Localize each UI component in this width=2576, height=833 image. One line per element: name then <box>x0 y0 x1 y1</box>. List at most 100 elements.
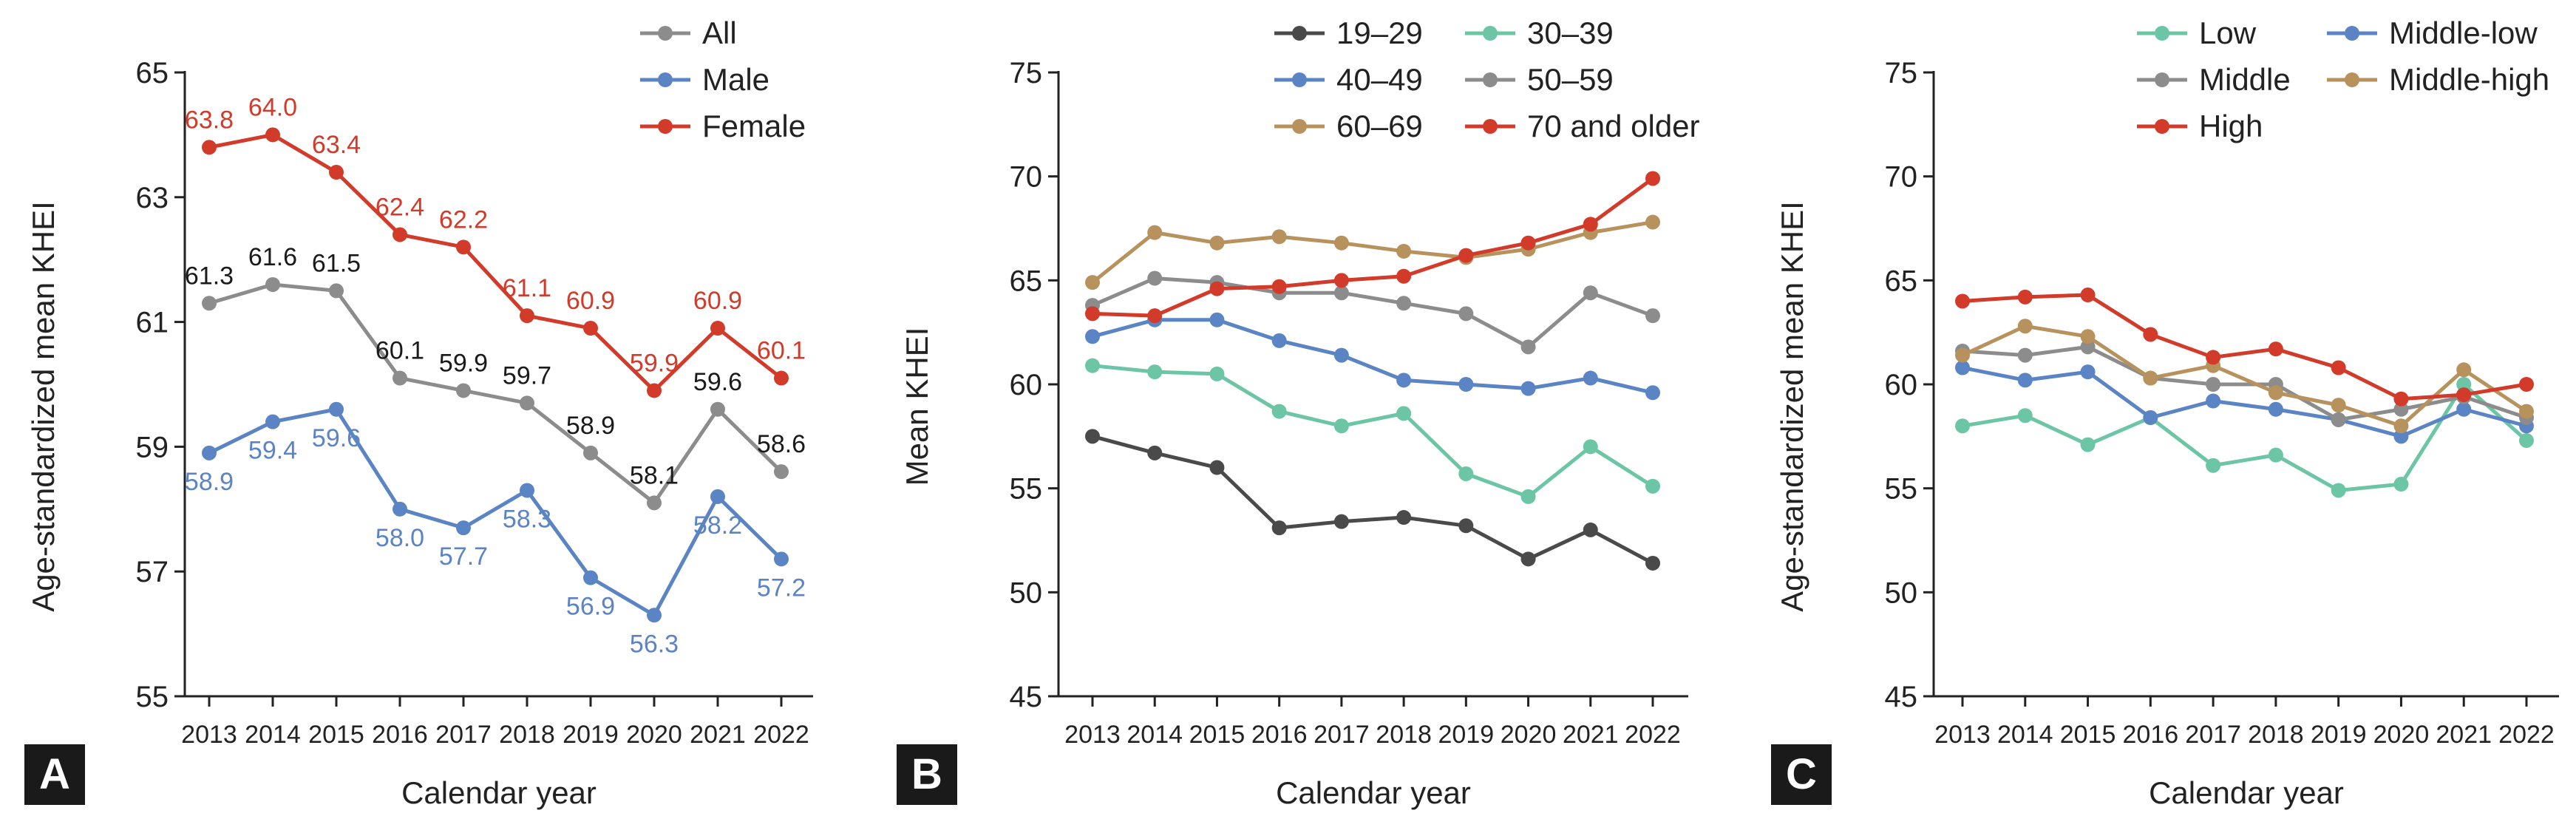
legend-label: Low <box>2199 16 2257 50</box>
data-label: 60.1 <box>375 337 424 365</box>
data-point <box>265 276 280 292</box>
legend-label: Middle-low <box>2389 16 2538 50</box>
x-tick-label: 2016 <box>372 721 428 749</box>
data-point <box>1458 377 1474 392</box>
legend-label: 50–59 <box>1527 62 1614 97</box>
series-line <box>1962 344 2527 422</box>
data-point <box>774 464 789 480</box>
data-label: 59.9 <box>439 349 488 377</box>
y-tick-label: 63 <box>136 182 169 214</box>
data-point <box>1520 381 1536 396</box>
panel-tag-box <box>24 744 85 805</box>
y-axis-title: Age-standardized mean KHEI <box>1775 201 1809 612</box>
data-point <box>1520 489 1536 504</box>
data-point <box>2393 418 2409 434</box>
data-point <box>2268 341 2283 357</box>
data-point <box>710 321 725 336</box>
legend-label: 40–49 <box>1336 62 1423 97</box>
data-point <box>647 495 662 511</box>
data-point <box>202 445 217 460</box>
data-point <box>2519 432 2534 448</box>
data-point <box>1520 235 1536 251</box>
y-tick-label: 61 <box>136 307 169 339</box>
data-label: 58.9 <box>185 468 234 496</box>
legend-label: High <box>2199 109 2263 143</box>
data-label: 61.6 <box>248 243 297 271</box>
data-point <box>1645 385 1660 401</box>
x-tick-label: 2014 <box>245 721 301 749</box>
x-tick-label: 2018 <box>499 721 555 749</box>
data-point <box>1955 293 1970 309</box>
data-point <box>2206 393 2221 409</box>
data-point <box>1209 460 1225 475</box>
data-label: 58.3 <box>503 505 551 533</box>
data-label: 61.3 <box>185 262 234 290</box>
x-tick-label: 2020 <box>2373 721 2430 749</box>
legend-marker <box>1292 72 1307 87</box>
legend-marker <box>2345 26 2359 41</box>
data-point <box>1271 520 1287 536</box>
data-point <box>583 321 598 336</box>
data-point <box>1645 555 1660 571</box>
data-point <box>1333 235 1349 251</box>
data-point <box>1645 171 1660 186</box>
x-tick-label: 2021 <box>690 721 746 749</box>
series-line <box>1092 177 1654 318</box>
data-point <box>392 501 407 517</box>
data-point <box>2143 410 2158 426</box>
data-point <box>1333 514 1349 529</box>
data-point <box>1458 306 1474 322</box>
x-tick-label: 2019 <box>1438 721 1495 749</box>
data-point <box>583 570 598 585</box>
x-axis-title: Calendar year <box>1276 775 1471 810</box>
x-tick-label: 2020 <box>626 721 682 749</box>
x-tick-label: 2015 <box>2060 721 2116 749</box>
x-tick-label: 2013 <box>1064 721 1121 749</box>
data-point <box>1209 366 1225 381</box>
panel-tag-label: A <box>39 750 70 798</box>
data-point <box>2331 398 2346 413</box>
x-tick-label: 2022 <box>753 721 809 749</box>
y-tick-label: 45 <box>1885 681 1918 713</box>
y-axis-title: Mean KHEI <box>900 327 934 486</box>
data-point <box>2017 408 2033 424</box>
data-label: 60.9 <box>566 287 615 315</box>
panel-tag-box <box>897 744 957 805</box>
data-point <box>2017 289 2033 305</box>
data-point <box>1458 466 1474 481</box>
data-point <box>1396 268 1412 284</box>
data-point <box>265 127 280 143</box>
legend-label: 60–69 <box>1336 109 1423 143</box>
data-point <box>2519 377 2534 392</box>
legend-marker <box>658 72 673 87</box>
data-point <box>520 308 534 324</box>
data-point <box>2080 339 2096 355</box>
data-point <box>2456 362 2472 378</box>
data-point <box>520 395 534 411</box>
x-tick-label: 2018 <box>1376 721 1432 749</box>
series-line <box>1092 276 1654 349</box>
x-tick-label: 2019 <box>2311 721 2367 749</box>
data-point <box>329 283 344 299</box>
x-tick-label: 2013 <box>1934 721 1991 749</box>
data-label: 59.7 <box>503 361 551 390</box>
data-point <box>774 370 789 386</box>
panel-tag-label: C <box>1786 750 1817 798</box>
y-axis-title: Age-standardized mean KHEI <box>26 201 61 612</box>
legend-label: Middle-high <box>2389 62 2549 97</box>
data-label: 59.4 <box>248 437 297 465</box>
data-label: 61.1 <box>503 274 551 302</box>
y-tick-label: 75 <box>1010 57 1043 89</box>
legend-label: All <box>702 16 737 50</box>
legend-label: Middle <box>2199 62 2291 97</box>
data-point <box>2206 377 2221 392</box>
data-point <box>583 445 598 460</box>
data-point <box>2206 350 2221 365</box>
data-point <box>2331 360 2346 375</box>
data-point <box>1458 248 1474 263</box>
data-label: 58.1 <box>630 461 679 489</box>
data-label: 59.6 <box>693 368 742 396</box>
data-point <box>1147 308 1163 324</box>
data-point <box>1583 439 1598 455</box>
data-point <box>1209 312 1225 327</box>
